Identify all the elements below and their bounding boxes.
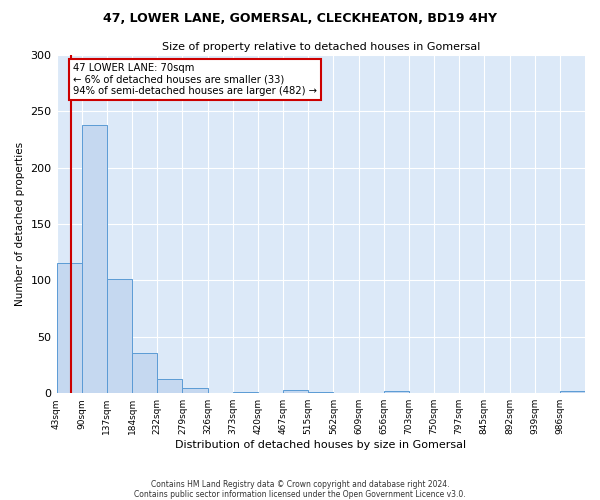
Y-axis label: Number of detached properties: Number of detached properties <box>15 142 25 306</box>
Bar <box>233 392 258 393</box>
Text: Contains HM Land Registry data © Crown copyright and database right 2024.
Contai: Contains HM Land Registry data © Crown c… <box>134 480 466 499</box>
Bar <box>157 378 182 393</box>
Bar <box>56 264 82 393</box>
X-axis label: Distribution of detached houses by size in Gomersal: Distribution of detached houses by size … <box>175 440 466 450</box>
Title: Size of property relative to detached houses in Gomersal: Size of property relative to detached ho… <box>161 42 480 52</box>
Bar <box>308 392 334 393</box>
Bar <box>383 391 409 393</box>
Bar <box>283 390 308 393</box>
Bar <box>182 388 208 393</box>
Bar <box>82 124 107 393</box>
Text: 47, LOWER LANE, GOMERSAL, CLECKHEATON, BD19 4HY: 47, LOWER LANE, GOMERSAL, CLECKHEATON, B… <box>103 12 497 26</box>
Bar <box>107 279 132 393</box>
Bar <box>560 391 585 393</box>
Text: 47 LOWER LANE: 70sqm
← 6% of detached houses are smaller (33)
94% of semi-detach: 47 LOWER LANE: 70sqm ← 6% of detached ho… <box>73 62 317 96</box>
Bar <box>132 352 157 393</box>
